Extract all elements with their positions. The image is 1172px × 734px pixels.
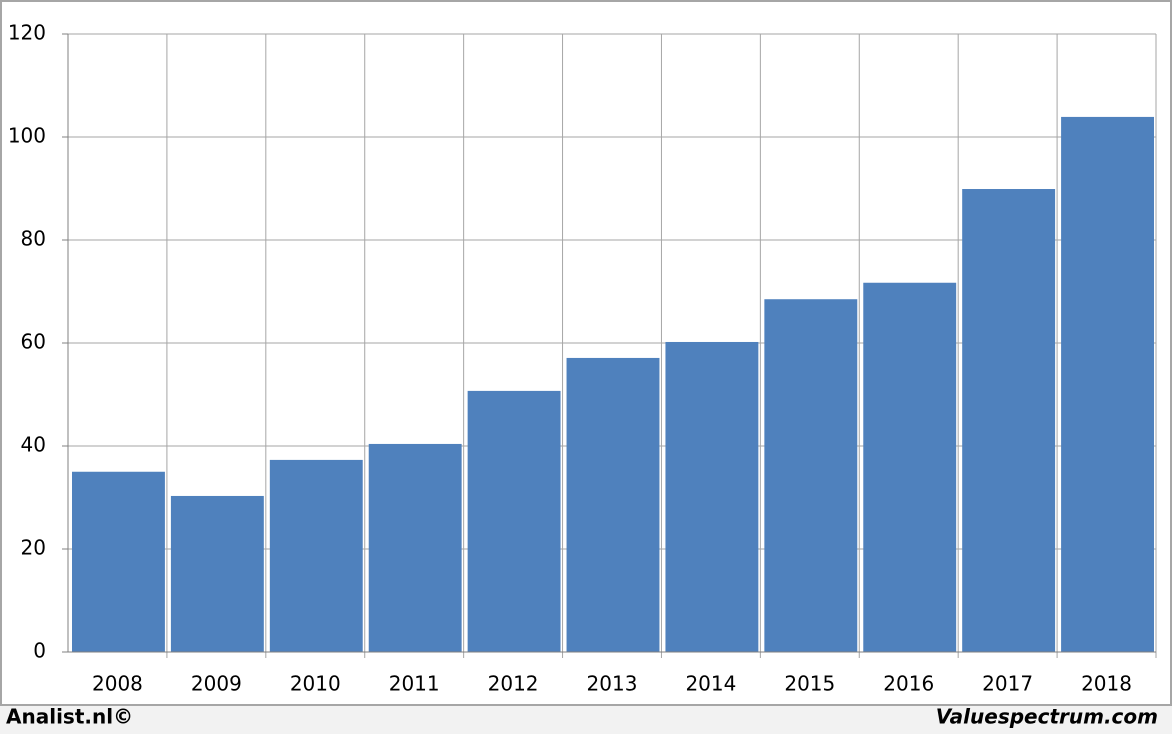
x-tick-label: 2017 xyxy=(982,672,1033,696)
footer-left: Analist.nl© xyxy=(6,705,133,729)
x-tick-label: 2011 xyxy=(389,672,440,696)
footer-band xyxy=(0,706,1172,734)
y-tick-label: 20 xyxy=(21,536,46,560)
bar xyxy=(764,299,858,652)
bar xyxy=(665,341,759,652)
footer-right: Valuespectrum.com xyxy=(936,705,1158,729)
x-tick-label: 2008 xyxy=(92,672,143,696)
bar xyxy=(863,282,957,652)
bar xyxy=(170,495,264,652)
bar xyxy=(962,189,1056,652)
bar xyxy=(1061,116,1154,653)
y-tick-label: 120 xyxy=(8,21,46,45)
y-tick-label: 0 xyxy=(33,639,46,663)
y-tick-label: 80 xyxy=(21,227,46,251)
x-tick-label: 2009 xyxy=(191,672,242,696)
bar xyxy=(269,459,363,652)
x-tick-label: 2012 xyxy=(488,672,539,696)
x-tick-label: 2018 xyxy=(1081,672,1132,696)
bar xyxy=(368,443,462,652)
y-tick-label: 60 xyxy=(21,330,46,354)
y-tick-label: 40 xyxy=(21,433,46,457)
bar xyxy=(72,471,165,652)
y-tick-label: 100 xyxy=(8,124,46,148)
bar xyxy=(467,390,561,652)
x-tick-label: 2013 xyxy=(587,672,638,696)
x-tick-label: 2016 xyxy=(883,672,934,696)
bar xyxy=(566,357,660,652)
x-tick-label: 2010 xyxy=(290,672,341,696)
x-tick-label: 2014 xyxy=(685,672,736,696)
x-tick-label: 2015 xyxy=(784,672,835,696)
